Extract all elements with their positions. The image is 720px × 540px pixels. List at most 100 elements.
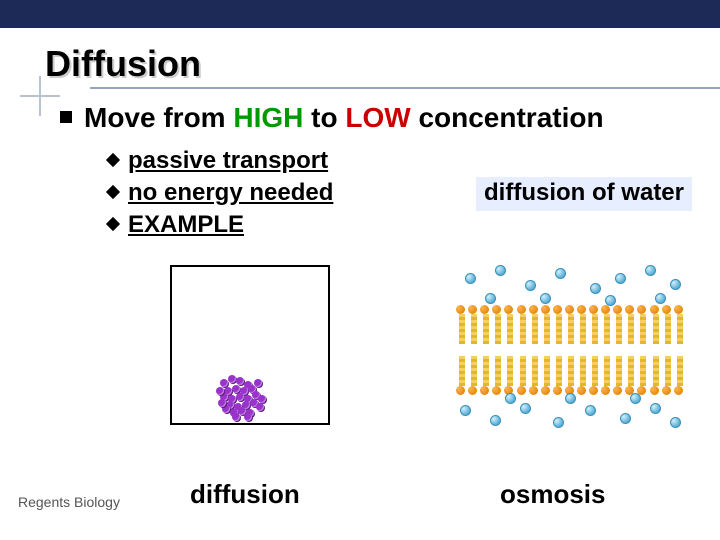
particle-dot <box>218 399 226 407</box>
lipid-head-icon <box>456 305 465 314</box>
main-bullet-high: HIGH <box>233 102 303 133</box>
lipid-column <box>468 305 478 395</box>
lipid-tail-icon <box>535 356 538 386</box>
lipid-head-icon <box>625 305 634 314</box>
lipid-head-icon <box>662 305 671 314</box>
footer-text: Regents Biology <box>18 494 120 510</box>
lipid-column <box>553 305 563 395</box>
water-molecule-icon <box>655 293 666 304</box>
water-molecule-icon <box>585 405 596 416</box>
lipid-head-icon <box>577 386 586 395</box>
particle-dot <box>220 379 228 387</box>
callout-box: diffusion of water <box>476 177 692 211</box>
lipid-head-icon <box>650 305 659 314</box>
main-bullet-suffix: concentration <box>411 102 604 133</box>
lipid-tail-icon <box>656 356 659 386</box>
lipid-tail-icon <box>571 356 574 386</box>
label-osmosis: osmosis <box>500 479 606 510</box>
lipid-tail-icon <box>607 314 610 344</box>
lipid-tail-icon <box>523 356 526 386</box>
lipid-column <box>601 305 611 395</box>
water-molecule-icon <box>605 295 616 306</box>
particle-dot <box>232 413 240 421</box>
lipid-tail-icon <box>559 314 562 344</box>
water-molecule-icon <box>520 403 531 414</box>
lipid-column <box>650 305 660 395</box>
lipid-head-icon <box>480 305 489 314</box>
main-bullet-low: LOW <box>345 102 410 133</box>
lipid-tail-icon <box>595 314 598 344</box>
particle-dot <box>236 377 244 385</box>
particle-dot <box>254 379 262 387</box>
lipid-tail-icon <box>583 314 586 344</box>
main-bullet: Move from HIGH to LOW concentration <box>60 101 700 135</box>
water-molecule-icon <box>465 273 476 284</box>
lipid-head-icon <box>541 386 550 395</box>
water-molecule-icon <box>540 293 551 304</box>
lipid-tail-icon <box>498 314 501 344</box>
lipid-head-icon <box>589 305 598 314</box>
lipid-head-icon <box>480 386 489 395</box>
lipid-head-icon <box>517 305 526 314</box>
water-molecule-icon <box>555 268 566 279</box>
water-molecule-icon <box>615 273 626 284</box>
lipid-column <box>662 305 672 395</box>
water-molecule-icon <box>630 393 641 404</box>
lipid-tail-icon <box>474 314 477 344</box>
main-bullet-mid: to <box>303 102 345 133</box>
lipid-column <box>541 305 551 395</box>
label-diffusion: diffusion <box>190 479 300 510</box>
lipid-head-icon <box>589 386 598 395</box>
main-bullet-prefix: Move from <box>84 102 233 133</box>
lipid-tail-icon <box>680 356 683 386</box>
water-molecule-icon <box>485 293 496 304</box>
water-molecule-icon <box>670 279 681 290</box>
lipid-head-icon <box>468 305 477 314</box>
lipid-tail-icon <box>595 356 598 386</box>
lipid-head-icon <box>504 305 513 314</box>
lipid-tail-icon <box>559 356 562 386</box>
lipid-tail-icon <box>643 356 646 386</box>
lipid-bilayer <box>455 305 685 395</box>
sub-bullet-3: EXAMPLE <box>108 209 700 241</box>
lipid-tail-icon <box>510 356 513 386</box>
lipid-column <box>637 305 647 395</box>
lipid-tail-icon <box>523 314 526 344</box>
lipid-head-icon <box>650 386 659 395</box>
particle-dot <box>236 393 244 401</box>
lipid-head-icon <box>529 386 538 395</box>
lipid-head-icon <box>674 386 683 395</box>
content-area: Move from HIGH to LOW concentration pass… <box>0 89 720 242</box>
lipid-head-icon <box>529 305 538 314</box>
water-molecule-icon <box>525 280 536 291</box>
lipid-head-icon <box>553 305 562 314</box>
lipid-tail-icon <box>619 314 622 344</box>
lipid-tail-icon <box>486 314 489 344</box>
lipid-tail-icon <box>462 314 465 344</box>
lipid-tail-icon <box>498 356 501 386</box>
lipid-column <box>504 305 514 395</box>
particle-dot <box>228 375 236 383</box>
lipid-tail-icon <box>668 356 671 386</box>
particle-dot <box>244 413 252 421</box>
lipid-tail-icon <box>656 314 659 344</box>
particle-dot <box>256 403 264 411</box>
lipid-column <box>480 305 490 395</box>
lipid-tail-icon <box>486 356 489 386</box>
water-molecule-icon <box>495 265 506 276</box>
lipid-tail-icon <box>462 356 465 386</box>
lipid-tail-icon <box>680 314 683 344</box>
lipid-column <box>613 305 623 395</box>
lipid-column <box>517 305 527 395</box>
water-molecule-icon <box>490 415 501 426</box>
lipid-column <box>529 305 539 395</box>
water-molecule-icon <box>565 393 576 404</box>
lipid-head-icon <box>492 386 501 395</box>
lipid-head-icon <box>541 305 550 314</box>
lipid-head-icon <box>613 386 622 395</box>
water-molecule-icon <box>620 413 631 424</box>
lipid-head-icon <box>468 386 477 395</box>
water-molecule-icon <box>670 417 681 428</box>
lipid-tail-icon <box>631 314 634 344</box>
lipid-head-icon <box>613 305 622 314</box>
